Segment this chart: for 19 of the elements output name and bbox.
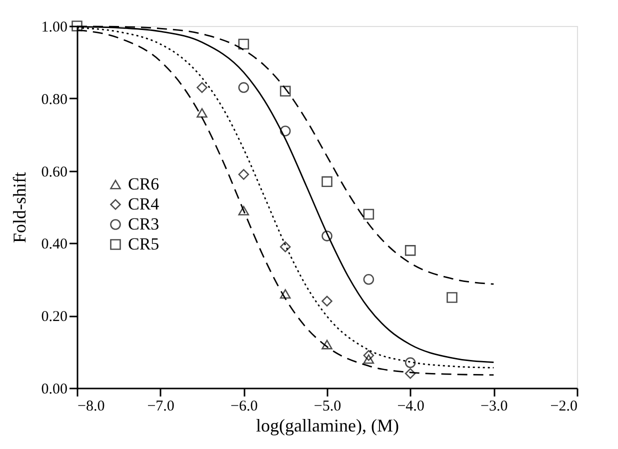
y-tick-label: 0.80 <box>41 92 68 108</box>
legend-label: CR3 <box>128 214 160 234</box>
x-tick-label: −4.0 <box>397 398 424 414</box>
x-tick-label: −8.0 <box>78 398 105 414</box>
x-tick-label: −6.0 <box>230 398 258 414</box>
legend-label: CR4 <box>128 194 160 214</box>
y-tick-label: 0.20 <box>41 309 68 326</box>
y-axis-title: Fold-shift <box>9 172 30 244</box>
x-tick-label: −3.0 <box>480 398 508 414</box>
legend-label: CR5 <box>128 234 160 254</box>
y-tick-label: 1.00 <box>41 20 68 36</box>
x-tick-label: −5.0 <box>314 398 342 414</box>
x-tick-label: −2.0 <box>550 398 578 414</box>
x-tick-label: −7.0 <box>147 398 174 414</box>
y-tick-label: 0.00 <box>41 382 68 398</box>
y-tick-label: 0.40 <box>41 236 68 253</box>
x-axis-title: log(gallamine), (M) <box>256 416 399 436</box>
y-tick-label: 0.60 <box>41 164 68 180</box>
legend-label: CR6 <box>128 174 160 194</box>
